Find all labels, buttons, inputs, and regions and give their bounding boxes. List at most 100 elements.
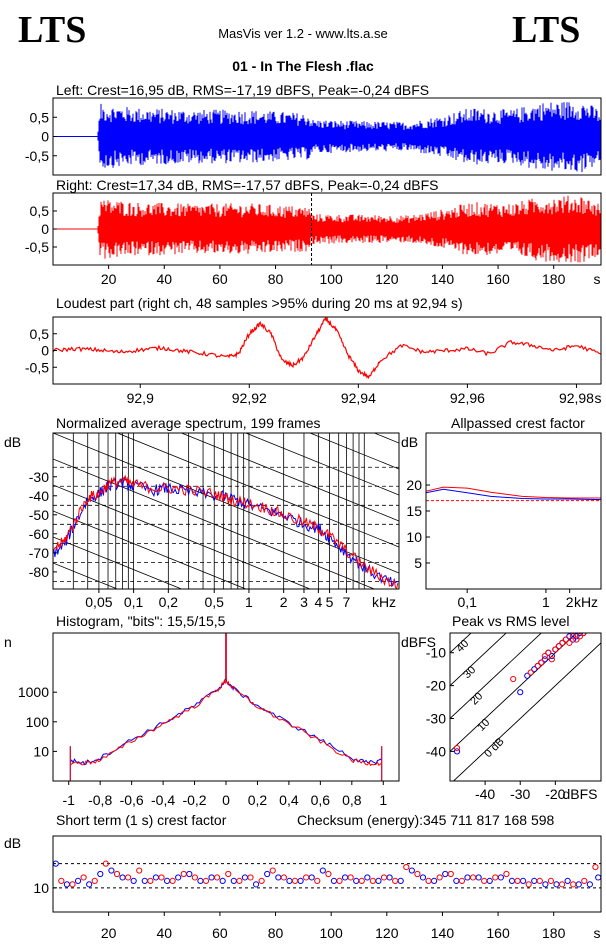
- pvr-point: [566, 633, 573, 640]
- crest-point: [525, 881, 532, 888]
- logo-left: LTS: [18, 9, 87, 51]
- x-tick-label: 160: [486, 271, 510, 287]
- crest-point: [286, 877, 293, 885]
- crest-point: [191, 874, 198, 881]
- crest-point: [364, 874, 371, 881]
- pvr-point: [541, 652, 548, 660]
- x-tick-label: 20: [101, 271, 117, 287]
- y-axis-label: dBFS: [401, 634, 436, 650]
- pvr-point: [569, 636, 577, 643]
- pvr-point: [562, 636, 569, 643]
- crest-point: [86, 881, 93, 888]
- x-unit-label: s: [595, 390, 602, 406]
- x-tick-label: 7: [343, 594, 351, 610]
- crest-diagonal: [452, 642, 601, 781]
- y-axis-label: n: [4, 634, 12, 650]
- crest-point: [353, 877, 360, 885]
- y-tick-label: 0: [41, 221, 49, 237]
- y-tick-label: -40: [29, 488, 49, 504]
- y-tick-label: 100: [26, 714, 50, 730]
- crest-point: [275, 874, 282, 881]
- crest-point: [553, 881, 560, 888]
- pvr-point: [531, 666, 538, 673]
- crest-point: [147, 877, 154, 885]
- crest-point: [486, 877, 493, 885]
- pvr-point: [573, 636, 580, 643]
- grid-line: [53, 536, 183, 589]
- crest-point: [408, 867, 415, 874]
- crest-point: [403, 863, 410, 871]
- y-tick-label: -20: [426, 678, 446, 694]
- crest-point: [542, 881, 549, 888]
- x-tick-label: 2: [566, 594, 574, 610]
- y-tick-label: 20: [406, 477, 422, 493]
- crest-point: [547, 877, 555, 885]
- crest-point: [69, 881, 76, 888]
- crest-point: [475, 874, 482, 881]
- crest-diagonal: [450, 633, 542, 720]
- chart-title: Left: Crest=16,95 dB, RMS=-17,19 dBFS, P…: [56, 82, 429, 98]
- crest-point: [297, 877, 304, 885]
- y-tick-label: -80: [29, 564, 49, 580]
- crest-point: [558, 881, 566, 888]
- crest-point: [186, 870, 193, 878]
- y-tick-label: 0: [41, 343, 49, 359]
- x-tick-label: 0: [222, 792, 230, 808]
- crest-point: [419, 874, 427, 881]
- loudest-part-chart: Loudest part (right ch, 48 samples >95% …: [25, 295, 602, 406]
- pvr-point: [517, 689, 524, 696]
- x-tick-label: -0,8: [88, 792, 112, 808]
- crest-point: [175, 874, 182, 881]
- crest-point: [458, 877, 466, 885]
- plot-frame: [52, 316, 602, 385]
- crest-point: [303, 874, 310, 881]
- grid-line: [53, 719, 399, 859]
- x-tick-label: 0,4: [279, 792, 299, 808]
- x-tick-label: 80: [268, 925, 284, 941]
- crest-point: [442, 870, 449, 878]
- x-tick-label: 0,2: [248, 792, 268, 808]
- crest-point: [414, 870, 421, 878]
- crest-point: [430, 877, 438, 885]
- crest-point: [208, 874, 215, 881]
- y-axis-label: dB: [4, 835, 21, 851]
- y-tick-label: -0,5: [25, 148, 49, 164]
- chart-title: Short term (1 s) crest factor: [56, 812, 227, 828]
- crest-point: [325, 870, 332, 878]
- x-tick-label: 180: [542, 925, 566, 941]
- crest-point: [575, 881, 582, 888]
- crest-point: [102, 860, 109, 867]
- crest-point: [113, 870, 121, 878]
- crest-point: [369, 877, 376, 885]
- app-title: MasVis ver 1.2 - www.lts.a.se: [218, 26, 388, 41]
- y-tick-label: -10: [426, 645, 446, 661]
- grid-line: [180, 433, 399, 522]
- x-unit-label: s: [594, 271, 601, 287]
- crest-series-1: [425, 486, 601, 499]
- x-tick-label: 140: [431, 271, 455, 287]
- x-tick-label: 180: [542, 271, 566, 287]
- logo-right: LTS: [512, 9, 581, 51]
- crest-point: [241, 874, 249, 881]
- spectrum-chart: Normalized average spectrum, 199 frames d…: [4, 415, 400, 859]
- grid-line: [308, 433, 399, 470]
- chart-title: Normalized average spectrum, 199 frames: [56, 415, 321, 431]
- pvr-point: [548, 656, 555, 663]
- x-tick-label: -0,6: [120, 792, 144, 808]
- x-tick-label: -0,2: [182, 792, 206, 808]
- crest-point: [63, 881, 71, 888]
- x-tick-label: 20: [101, 925, 117, 941]
- plot-frame: [52, 432, 400, 590]
- crest-point: [397, 877, 404, 885]
- x-tick-label: 120: [375, 271, 399, 287]
- crest-point: [141, 877, 148, 885]
- x-tick-label: 92,98: [559, 390, 594, 406]
- y-tick-label: -40: [426, 743, 446, 759]
- y-axis-label: dB: [4, 434, 21, 450]
- y-tick-label: 5: [414, 555, 422, 571]
- y-axis-label: dB: [401, 434, 418, 450]
- y-tick-label: 0,5: [30, 326, 50, 342]
- track-title: 01 - In The Flesh .flac: [232, 58, 374, 74]
- y-tick-label: 0: [41, 129, 49, 145]
